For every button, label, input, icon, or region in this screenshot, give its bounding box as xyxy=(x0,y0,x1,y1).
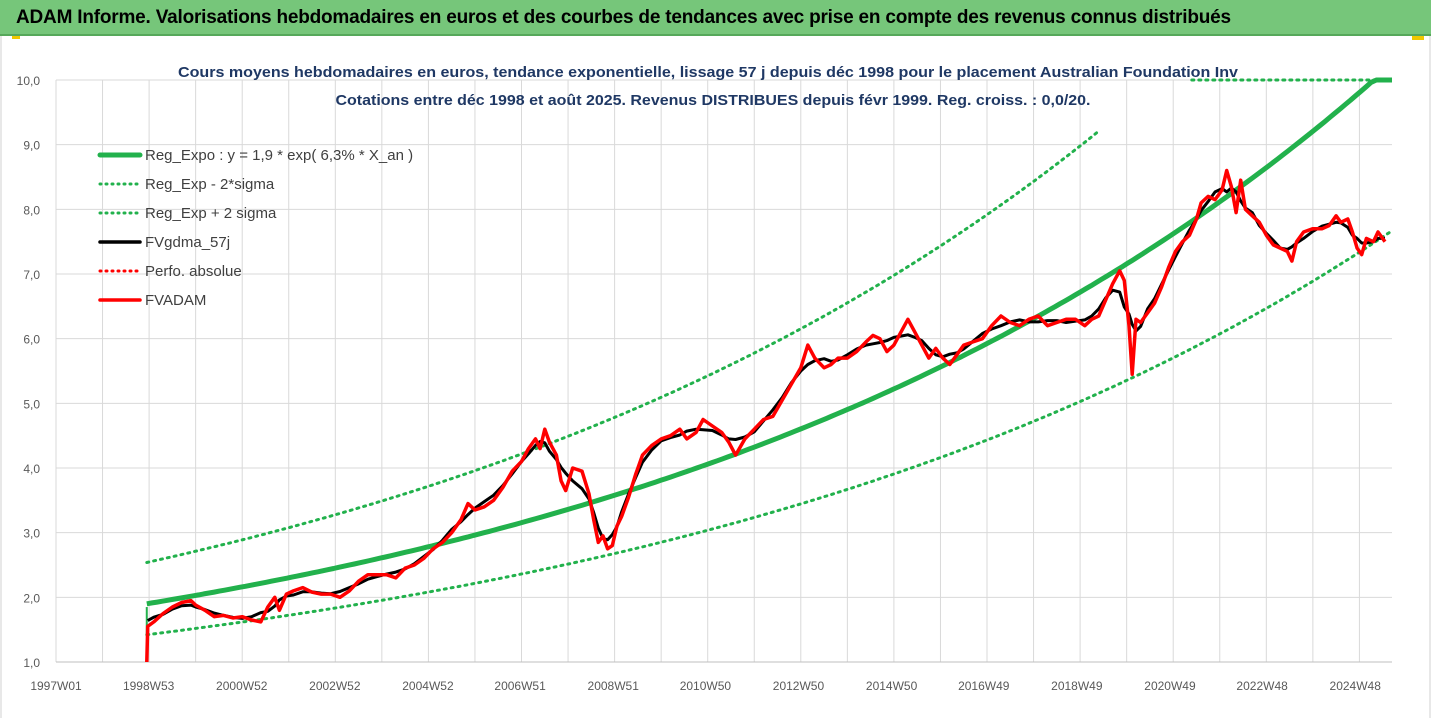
legend-label: FVADAM xyxy=(145,292,206,309)
report-title: ADAM Informe. Valorisations hebdomadaire… xyxy=(16,7,1231,28)
y-tick-label: 10,0 xyxy=(17,74,41,88)
x-tick-label: 2004W52 xyxy=(402,679,454,693)
legend-label: Reg_Expo : y = 1,9 * exp( 6,3% * X_an ) xyxy=(145,147,413,164)
x-tick-label: 2010W50 xyxy=(680,679,732,693)
legend-label: Perfo. absolue xyxy=(145,263,242,280)
legend-label: FVgdma_57j xyxy=(145,234,230,251)
x-tick-label: 2002W52 xyxy=(309,679,361,693)
chart-frame xyxy=(0,36,1431,718)
x-tick-label: 2008W51 xyxy=(588,679,640,693)
fvadam-line xyxy=(145,168,1387,663)
legend-label: Reg_Exp - 2*sigma xyxy=(145,176,275,193)
y-tick-label: 5,0 xyxy=(23,397,40,411)
chart-grid xyxy=(55,79,1392,663)
x-tick-label: 2012W50 xyxy=(773,679,825,693)
reg-exp-upper-band xyxy=(145,129,1101,564)
x-tick-label: 2006W51 xyxy=(494,679,546,693)
x-tick-label: 2020W49 xyxy=(1144,679,1196,693)
reg-exp-lower-band xyxy=(145,229,1394,637)
fvgdma-57j-line xyxy=(146,186,1385,622)
x-tick-label: 2016W49 xyxy=(958,679,1010,693)
x-tick-label: 1998W53 xyxy=(123,679,175,693)
chart-legend: Reg_Expo : y = 1,9 * exp( 6,3% * X_an ) R… xyxy=(97,147,413,309)
y-tick-label: 7,0 xyxy=(23,268,40,282)
y-tick-label: 6,0 xyxy=(23,333,40,347)
y-tick-label: 3,0 xyxy=(23,527,40,541)
y-axis-tick-labels: 1,0 2,0 3,0 4,0 5,0 6,0 7,0 8,0 9,0 10,0 xyxy=(17,74,41,670)
x-tick-label: 2014W50 xyxy=(866,679,918,693)
chart-series xyxy=(145,77,1394,663)
report-banner: ADAM Informe. Valorisations hebdomadaire… xyxy=(0,0,1431,36)
reg-expo-line xyxy=(146,77,1392,607)
chart-title: Cours moyens hebdomadaires en euros, ten… xyxy=(178,64,1239,81)
y-tick-label: 4,0 xyxy=(23,462,40,476)
x-tick-label: 2018W49 xyxy=(1051,679,1103,693)
x-tick-label: 2024W48 xyxy=(1330,679,1382,693)
y-tick-label: 8,0 xyxy=(23,203,40,217)
y-tick-label: 1,0 xyxy=(23,656,40,670)
legend-label: Reg_Exp + 2 sigma xyxy=(145,205,277,222)
chart-subtitle: Cotations entre déc 1998 et août 2025. R… xyxy=(336,92,1091,109)
x-tick-label: 2000W52 xyxy=(216,679,268,693)
x-tick-label: 1997W01 xyxy=(30,679,82,693)
corner-marker-right xyxy=(1412,36,1424,40)
y-tick-label: 9,0 xyxy=(23,139,40,153)
x-axis-tick-labels: 1997W01 1998W53 2000W52 2002W52 2004W52 2006W… xyxy=(30,679,1381,693)
x-tick-label: 2022W48 xyxy=(1236,679,1288,693)
y-tick-label: 2,0 xyxy=(23,591,40,605)
corner-marker-left xyxy=(12,36,20,39)
